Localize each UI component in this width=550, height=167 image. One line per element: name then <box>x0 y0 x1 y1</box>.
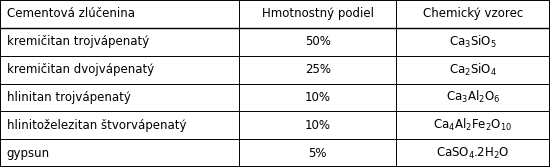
Text: CaSO$_4$.2H$_2$O: CaSO$_4$.2H$_2$O <box>436 145 510 161</box>
Text: 10%: 10% <box>305 119 331 132</box>
Text: kremičitan dvojvápenatý: kremičitan dvojvápenatý <box>7 63 154 76</box>
Text: Hmotnostný podiel: Hmotnostný podiel <box>262 7 373 20</box>
Text: Ca$_3$Al$_2$O$_6$: Ca$_3$Al$_2$O$_6$ <box>446 89 500 106</box>
Text: Ca$_4$Al$_2$Fe$_2$O$_{10}$: Ca$_4$Al$_2$Fe$_2$O$_{10}$ <box>433 117 513 133</box>
Text: 5%: 5% <box>309 147 327 160</box>
Text: hlinitan trojvápenatý: hlinitan trojvápenatý <box>7 91 130 104</box>
Text: gypsun: gypsun <box>7 147 50 160</box>
Text: kremičitan trojvápenatý: kremičitan trojvápenatý <box>7 35 149 48</box>
Text: Cementová zlúčenina: Cementová zlúčenina <box>7 7 135 20</box>
Text: Ca$_3$SiO$_5$: Ca$_3$SiO$_5$ <box>449 34 497 50</box>
Text: hlinitoželezitan štvorvápenatý: hlinitoželezitan štvorvápenatý <box>7 119 186 132</box>
Text: 25%: 25% <box>305 63 331 76</box>
Text: Chemický vzorec: Chemický vzorec <box>423 7 523 20</box>
Text: 50%: 50% <box>305 35 331 48</box>
Text: 10%: 10% <box>305 91 331 104</box>
Text: Ca$_2$SiO$_4$: Ca$_2$SiO$_4$ <box>449 61 497 78</box>
